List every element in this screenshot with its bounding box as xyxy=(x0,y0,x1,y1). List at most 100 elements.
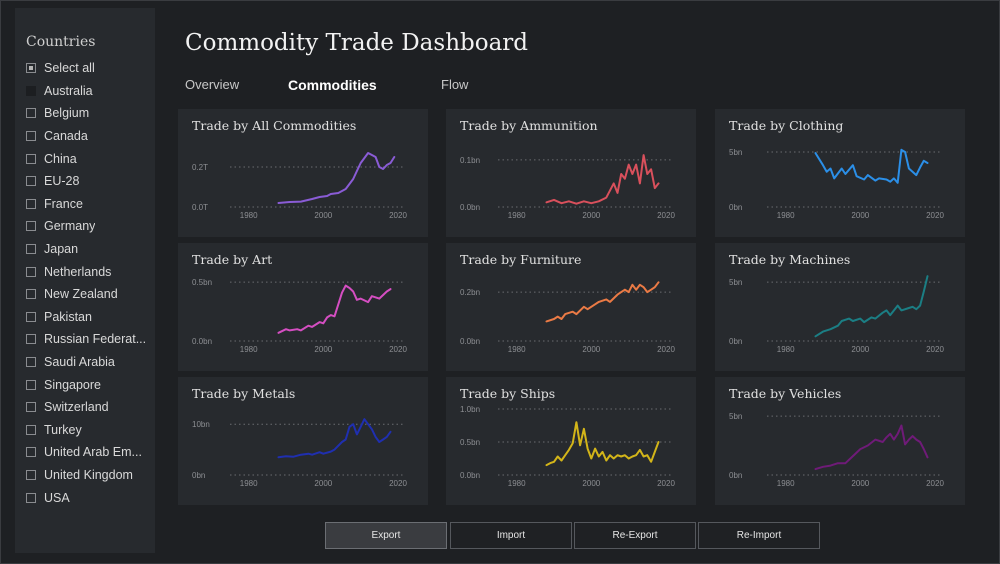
chart-title: Trade by Clothing xyxy=(729,118,844,133)
country-item[interactable]: United Kingdom xyxy=(26,464,154,487)
x-tick-label: 2020 xyxy=(926,211,944,220)
series-line[interactable] xyxy=(277,152,396,204)
country-checkbox[interactable] xyxy=(26,289,36,300)
country-item[interactable]: Germany xyxy=(26,215,154,238)
chart-panel-machines[interactable]: Trade by Machines 0bn 5bn 1980 2000 2020 xyxy=(715,243,965,371)
series-line[interactable] xyxy=(277,284,392,334)
country-item[interactable]: Russian Federat... xyxy=(26,328,154,351)
chart-title: Trade by Metals xyxy=(192,386,296,401)
country-item[interactable]: Japan xyxy=(26,238,154,261)
export-button[interactable]: Export xyxy=(325,522,447,549)
country-label: Saudi Arabia xyxy=(44,355,115,370)
country-label: China xyxy=(44,151,77,166)
country-checkbox[interactable] xyxy=(26,469,36,480)
re-import-button[interactable]: Re-Import xyxy=(698,522,820,549)
re-export-button[interactable]: Re-Export xyxy=(574,522,696,549)
country-checkbox[interactable] xyxy=(26,244,36,255)
country-checkbox[interactable] xyxy=(26,153,36,164)
country-item[interactable]: Canada xyxy=(26,125,154,148)
series-line[interactable] xyxy=(545,421,660,467)
country-label: EU-28 xyxy=(44,174,80,189)
country-checkbox[interactable] xyxy=(26,131,36,142)
country-checkbox[interactable] xyxy=(26,424,36,435)
country-label: Pakistan xyxy=(44,309,92,324)
series-line[interactable] xyxy=(545,154,660,205)
y-tick-label: 5bn xyxy=(729,148,742,157)
x-tick-label: 2000 xyxy=(582,211,600,220)
country-item[interactable]: USA xyxy=(26,486,154,509)
y-tick-label: 10bn xyxy=(192,420,210,429)
chart-panel-vehicles[interactable]: Trade by Vehicles 0bn 5bn 1980 2000 2020 xyxy=(715,377,965,505)
country-checkbox[interactable] xyxy=(26,311,36,322)
chart-panel-ships[interactable]: Trade by Ships 0.0bn 0.5bn 1.0bn 1980 2000 202… xyxy=(446,377,696,505)
country-label: Canada xyxy=(44,129,88,144)
country-label: Select all xyxy=(44,61,95,76)
series-line[interactable] xyxy=(814,275,929,338)
series-line[interactable] xyxy=(814,148,929,184)
country-checkbox[interactable] xyxy=(26,176,36,187)
chart-panel-clothing[interactable]: Trade by Clothing 0bn 5bn 1980 2000 2020 xyxy=(715,109,965,237)
country-filter-panel: Countries Select all Australia Belgium Cana… xyxy=(15,8,155,553)
country-item[interactable]: Saudi Arabia xyxy=(26,351,154,374)
x-tick-label: 2020 xyxy=(389,345,407,354)
chart-panel-art[interactable]: Trade by Art 0.0bn 0.5bn 1980 2000 2020 xyxy=(178,243,428,371)
x-tick-label: 2000 xyxy=(851,479,869,488)
country-item[interactable]: New Zealand xyxy=(26,283,154,306)
country-item[interactable]: Turkey xyxy=(26,419,154,442)
tab-commodities[interactable]: Commodities xyxy=(288,77,377,93)
chart-panel-furniture[interactable]: Trade by Furniture 0.0bn 0.2bn 1980 2000 2020 xyxy=(446,243,696,371)
country-item[interactable]: Switzerland xyxy=(26,396,154,419)
country-label: New Zealand xyxy=(44,287,118,302)
country-label: France xyxy=(44,196,83,211)
country-checkbox[interactable] xyxy=(26,379,36,390)
series-line[interactable] xyxy=(545,281,660,323)
chart-title: Trade by Art xyxy=(192,252,273,267)
chart-panel-metals[interactable]: Trade by Metals 0bn 10bn 1980 2000 2020 xyxy=(178,377,428,505)
chart-panel-all-commodities[interactable]: Trade by All Commodities 0.0T 0.2T 1980 2000… xyxy=(178,109,428,237)
y-tick-label: 0.1bn xyxy=(460,156,480,165)
line-chart: 0.0T 0.2T 1980 2000 2020 xyxy=(192,152,407,220)
x-tick-label: 1980 xyxy=(777,345,795,354)
x-tick-label: 2020 xyxy=(389,479,407,488)
y-tick-label: 1.0bn xyxy=(460,405,480,414)
country-item[interactable]: Pakistan xyxy=(26,306,154,329)
y-tick-label: 5bn xyxy=(729,278,742,287)
tab-flow[interactable]: Flow xyxy=(441,77,469,92)
country-checkbox[interactable] xyxy=(26,492,36,503)
x-tick-label: 2020 xyxy=(389,211,407,220)
country-checkbox[interactable] xyxy=(26,85,36,96)
country-checkbox[interactable] xyxy=(26,198,36,209)
import-button[interactable]: Import xyxy=(450,522,572,549)
line-chart: 0bn 5bn 1980 2000 2020 xyxy=(729,148,944,220)
country-checkbox[interactable] xyxy=(26,63,36,74)
country-item[interactable]: Singapore xyxy=(26,373,154,396)
x-tick-label: 2000 xyxy=(582,479,600,488)
x-tick-label: 2000 xyxy=(851,211,869,220)
country-item[interactable]: Select all xyxy=(26,57,154,80)
y-tick-label: 0.0bn xyxy=(460,337,480,346)
country-checkbox[interactable] xyxy=(26,357,36,368)
country-checkbox[interactable] xyxy=(26,334,36,345)
country-item[interactable]: Netherlands xyxy=(26,260,154,283)
series-line[interactable] xyxy=(277,418,392,459)
x-tick-label: 2000 xyxy=(314,479,332,488)
country-checkbox[interactable] xyxy=(26,108,36,119)
country-checkbox[interactable] xyxy=(26,402,36,413)
series-line[interactable] xyxy=(814,424,929,471)
country-item[interactable]: EU-28 xyxy=(26,170,154,193)
country-checkbox[interactable] xyxy=(26,266,36,277)
country-item[interactable]: France xyxy=(26,193,154,216)
country-item[interactable]: Australia xyxy=(26,80,154,103)
tab-overview[interactable]: Overview xyxy=(185,77,240,92)
country-item[interactable]: United Arab Em... xyxy=(26,441,154,464)
x-tick-label: 1980 xyxy=(508,345,526,354)
country-item[interactable]: China xyxy=(26,147,154,170)
y-tick-label: 0bn xyxy=(729,203,742,212)
country-checkbox[interactable] xyxy=(26,221,36,232)
country-checkbox[interactable] xyxy=(26,447,36,458)
x-tick-label: 2020 xyxy=(926,479,944,488)
y-tick-label: 0bn xyxy=(729,471,742,480)
country-item[interactable]: Belgium xyxy=(26,102,154,125)
country-label: United Arab Em... xyxy=(44,445,142,460)
chart-panel-ammunition[interactable]: Trade by Ammunition 0.0bn 0.1bn 1980 2000 202… xyxy=(446,109,696,237)
